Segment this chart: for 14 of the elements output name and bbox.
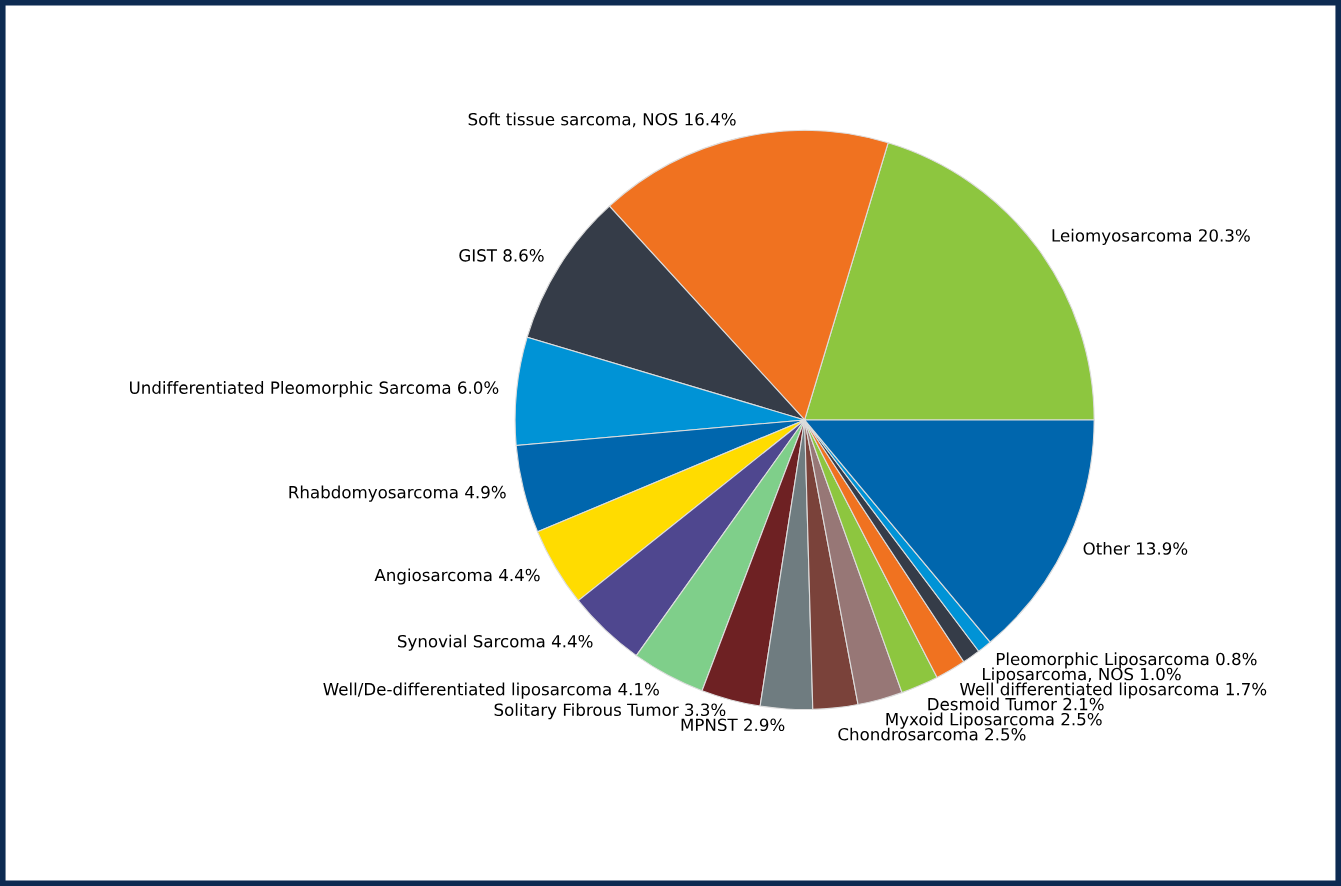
slice-label: Chondrosarcoma 2.5% — [838, 727, 1026, 741]
slice-label: Myxoid Liposarcoma 2.5% — [886, 712, 1102, 729]
slice-label: GIST 8.6% — [459, 249, 544, 262]
slice-label: Desmoid Tumor 2.1% — [928, 697, 1104, 711]
slice-label: Other 13.9% — [1083, 541, 1188, 555]
slice-label: Pleomorphic Liposarcoma 0.8% — [996, 652, 1257, 669]
slice-label: MPNST 2.9% — [681, 718, 785, 732]
slice-label: Rhabdomyosarcoma 4.9% — [289, 485, 506, 502]
slice-label: Undifferentiated Pleomorphic Sarcoma 6.0% — [130, 381, 499, 398]
slice-label: Angiosarcoma 4.4% — [374, 568, 540, 585]
slice-label: Synovial Sarcoma 4.4% — [398, 634, 593, 651]
slice-label: Soft tissue sarcoma, NOS 16.4% — [468, 112, 736, 128]
slice-label: Well/De-differentiated liposarcoma 4.1% — [323, 682, 659, 699]
slice-label: Leiomyosarcoma 20.3% — [1052, 228, 1250, 245]
